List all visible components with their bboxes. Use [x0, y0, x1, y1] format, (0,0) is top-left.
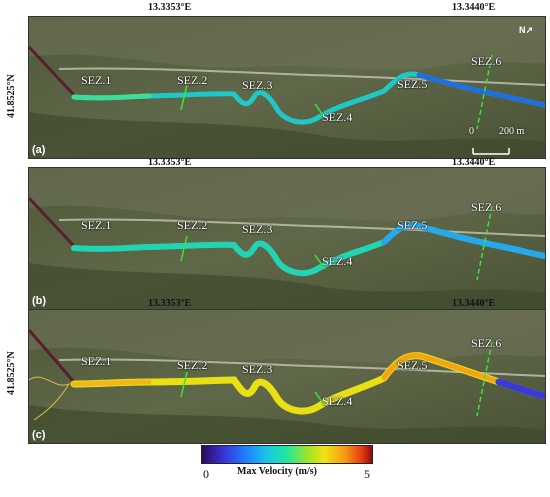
section-line-4: [314, 391, 326, 407]
section-label-3: SEZ.3: [242, 78, 273, 92]
section-label-1: SEZ.1: [81, 73, 112, 87]
river-segment-slow: [416, 72, 545, 108]
colorbar-min-label: 0: [203, 467, 209, 481]
river-segment-fastest: [381, 353, 502, 385]
north-arrow-icon: N↗: [518, 25, 533, 35]
flood-extent-outline: [29, 376, 71, 421]
section-label-3: SEZ.3: [242, 362, 273, 376]
section-label-4: SEZ.4: [322, 254, 353, 268]
upstream-channel: [29, 329, 76, 383]
lat-label-c: 41.8525°N: [6, 351, 17, 395]
section-line-6: [476, 341, 493, 417]
map-svg-a: [29, 17, 545, 158]
panel-letter-b: (b): [32, 295, 47, 307]
river-segment-upstream: [71, 379, 152, 387]
valley-floor: [29, 112, 545, 158]
section-line-4: [314, 103, 326, 119]
velocity-colorbar: [201, 445, 373, 464]
hillside-area: [29, 17, 545, 70]
panel-letter-a: (a): [32, 144, 46, 156]
map-panel-b: SEZ.1 SEZ.2 SEZ.3 SEZ.4 SEZ.5 SEZ.6 (b): [28, 167, 546, 310]
section-label-2: SEZ.2: [177, 218, 208, 232]
valley-floor: [29, 405, 545, 443]
section-label-5: SEZ.5: [397, 358, 428, 372]
section-label-5: SEZ.5: [397, 218, 428, 232]
colorbar-title: Max Velocity (m/s): [237, 466, 317, 477]
upstream-channel: [29, 196, 76, 248]
section-label-3: SEZ.3: [242, 222, 273, 236]
section-line-2: [180, 371, 188, 398]
upstream-channel: [29, 45, 76, 97]
lon-label-right-b: 13.3440°E: [452, 157, 496, 168]
section-line-2: [180, 235, 188, 262]
section-label-1: SEZ.1: [81, 354, 112, 368]
lat-label-a: 41.8525°N: [6, 74, 17, 118]
section-line-6: [476, 54, 493, 130]
lon-label-left-a: 13.3353°E: [148, 2, 192, 13]
lon-label-right-c: 13.3440°E: [452, 298, 496, 309]
map-svg-c: [29, 310, 545, 443]
section-label-2: SEZ.2: [177, 73, 208, 87]
colorbar-max-label: 5: [364, 467, 370, 481]
scale-bar-start: 0: [469, 126, 474, 137]
hillside-area: [29, 310, 545, 363]
lon-label-right-a: 13.3440°E: [452, 2, 496, 13]
map-svg-b: [29, 168, 545, 309]
valley-floor: [29, 263, 545, 309]
section-label-4: SEZ.4: [322, 394, 353, 408]
scale-bar-end: 200 m: [499, 126, 525, 137]
section-line-2: [180, 84, 188, 111]
river-segment-slow: [495, 378, 545, 400]
section-label-5: SEZ.5: [397, 77, 428, 91]
section-label-2: SEZ.2: [177, 358, 208, 372]
road: [58, 218, 545, 237]
section-label-6: SEZ.6: [471, 200, 502, 214]
map-panel-c: SEZ.1 SEZ.2 SEZ.3 SEZ.4 SEZ.5 SEZ.6 (c): [28, 309, 546, 444]
lon-label-left-b: 13.3353°E: [148, 157, 192, 168]
section-line-4: [314, 254, 326, 270]
section-label-4: SEZ.4: [322, 110, 353, 124]
panel-letter-c: (c): [32, 429, 46, 441]
section-label-6: SEZ.6: [471, 54, 502, 68]
section-line-6: [476, 205, 493, 281]
lon-label-left-c: 13.3353°E: [148, 298, 192, 309]
section-label-6: SEZ.6: [471, 336, 502, 350]
river-segment-slow: [381, 222, 545, 259]
road: [58, 67, 545, 86]
section-label-1: SEZ.1: [81, 218, 112, 232]
map-panel-a: SEZ.1 SEZ.2 SEZ.3 SEZ.4 SEZ.5 SEZ.6 0 20…: [28, 16, 546, 159]
hillside-area: [29, 168, 545, 221]
river-segment-fast: [71, 93, 152, 101]
